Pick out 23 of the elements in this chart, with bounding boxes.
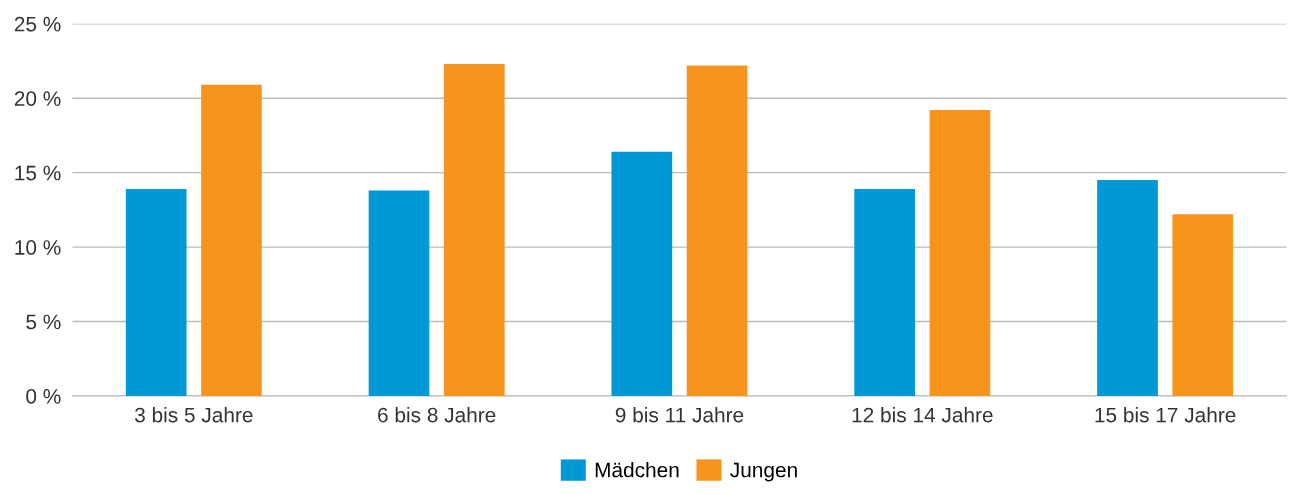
bar (201, 84, 262, 396)
bar (929, 110, 991, 396)
bar (686, 65, 748, 396)
legend-label: Jungen (730, 462, 797, 482)
y-tick-label: 0 % (26, 389, 61, 404)
bar (125, 189, 187, 396)
x-tick-label: 3 bis 5 Jahre (134, 407, 253, 423)
bar (1172, 214, 1234, 396)
x-tick-label: 12 bis 14 Jahre (852, 407, 993, 423)
legend-label: Mädchen (595, 462, 679, 478)
y-tick-label: 15 % (15, 165, 61, 181)
x-tick-label: 6 bis 8 Jahre (378, 407, 496, 423)
bar (1097, 180, 1158, 396)
y-tick-label: 25 % (14, 16, 61, 32)
x-tick-label: 9 bis 11 Jahre (615, 407, 744, 423)
bar (854, 189, 916, 396)
x-tick-label: 15 bis 17 Jahre (1095, 407, 1236, 423)
y-tick-label: 5 % (26, 314, 61, 330)
y-tick-label: 10 % (15, 240, 61, 255)
y-tick-label: 20 % (14, 91, 61, 106)
bar (611, 151, 673, 396)
bar (368, 190, 430, 396)
bar (443, 63, 505, 396)
